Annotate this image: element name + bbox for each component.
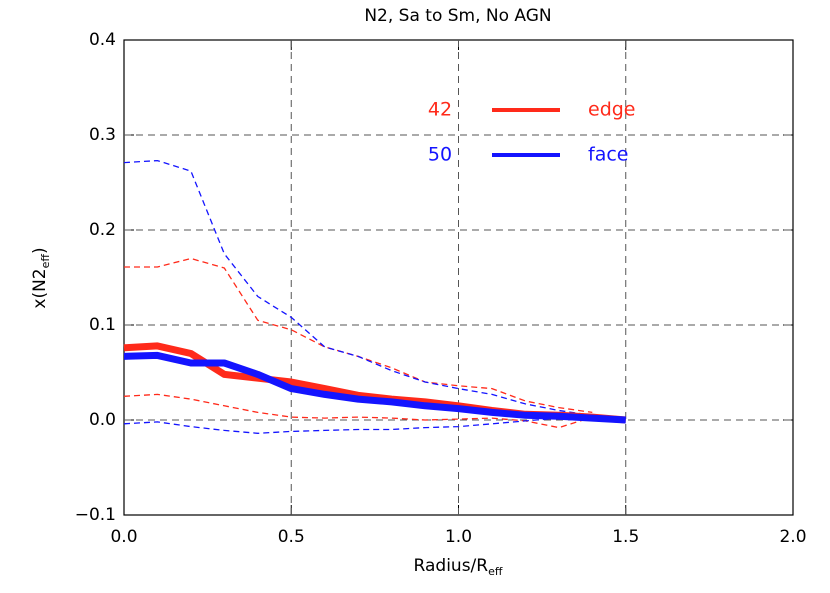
- y-axis-label-sub: eff: [39, 254, 52, 269]
- legend-label: face: [588, 144, 628, 166]
- y-tick-label: −0.1: [75, 505, 116, 525]
- y-tick-label: 0.2: [89, 220, 116, 240]
- x-axis-label-sub: eff: [488, 565, 503, 578]
- y-tick-label: 0.1: [89, 315, 116, 335]
- plot-frame: [123, 39, 794, 516]
- x-tick-label: 0.0: [110, 527, 137, 547]
- x-tick-label: 1.0: [445, 527, 472, 547]
- legend-label: edge: [588, 99, 636, 121]
- y-axis-label-end: ): [30, 247, 50, 254]
- series-dashed-line: [124, 257, 593, 414]
- chart-title: N2, Sa to Sm, No AGN: [364, 6, 551, 26]
- y-tick-label: 0.0: [89, 410, 116, 430]
- x-tick-label: 2.0: [779, 527, 806, 547]
- y-axis-label: x(N2eff): [30, 247, 52, 308]
- series-dashed-line: [123, 415, 593, 434]
- y-tick-label: 0.4: [89, 30, 116, 50]
- legend-count: 42: [428, 99, 452, 121]
- series-line: [123, 351, 626, 424]
- x-tick-label: 0.5: [278, 527, 305, 547]
- legend-count: 50: [428, 144, 452, 166]
- x-axis-label-main: Radius/R: [414, 556, 489, 576]
- x-tick-label: 1.5: [612, 527, 639, 547]
- y-tick-label: 0.3: [89, 125, 116, 145]
- series-dashed-line: [123, 393, 593, 429]
- x-axis-label: Radius/Reff: [414, 556, 503, 578]
- y-axis-label-main: x(N2: [30, 268, 50, 308]
- series-dashed-line: [123, 159, 593, 416]
